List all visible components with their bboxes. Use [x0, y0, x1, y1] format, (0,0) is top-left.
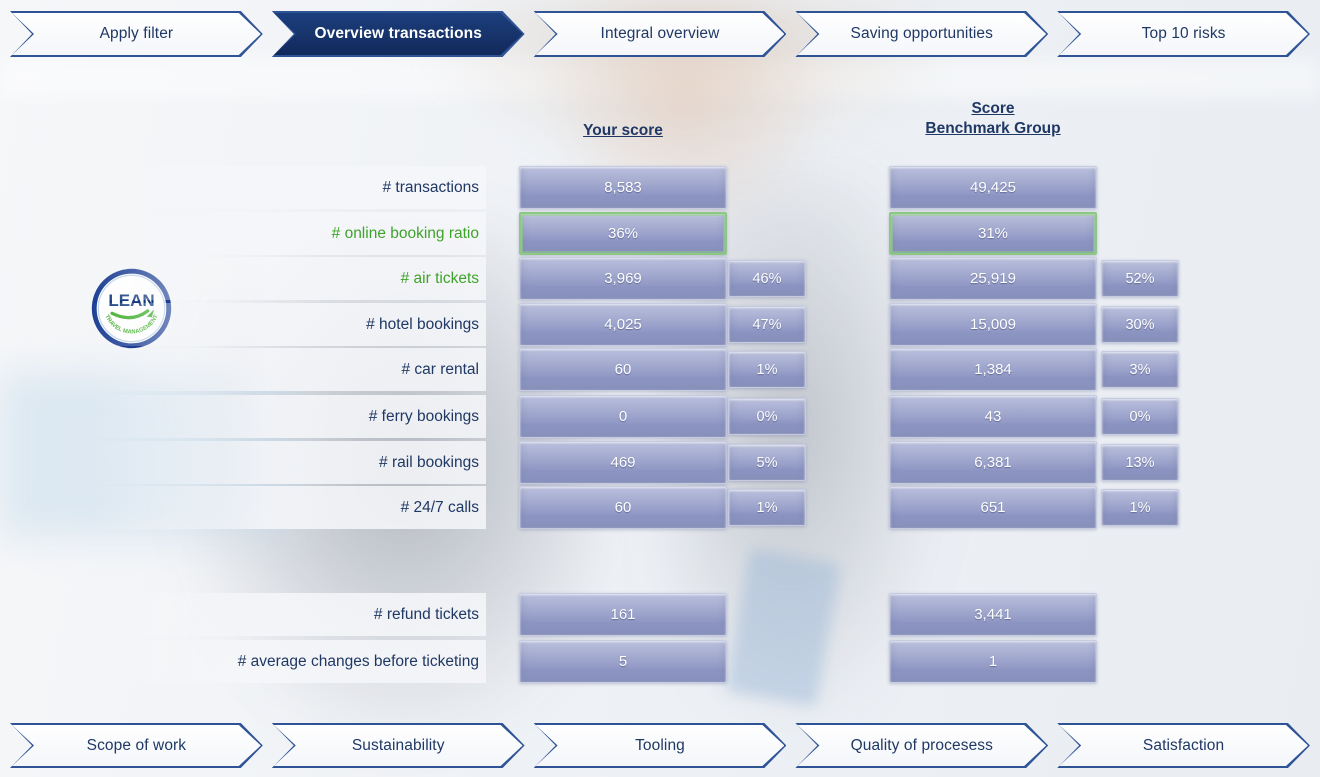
benchmark-share-bar[interactable]: 3%: [1101, 351, 1179, 388]
metric-row-car-rental: # car rental 60 1% 1,384 3%: [0, 348, 1320, 391]
metric-row-air-tickets: # air tickets 3,969 46% 25,919 52%: [0, 257, 1320, 300]
your-score-bar[interactable]: 469: [519, 441, 727, 484]
tab-label: Scope of work: [86, 736, 187, 754]
metric-row-transactions: # transactions 8,583 49,425: [0, 166, 1320, 209]
tab-label: Overview transactions: [314, 25, 482, 42]
benchmark-bar[interactable]: 1,384: [889, 348, 1097, 391]
benchmark-header-line1: Score: [971, 100, 1015, 117]
top-nav: Apply filter Overview transactions Integ…: [0, 11, 1320, 57]
metric-label: # refund tickets: [90, 593, 486, 636]
benchmark-header-line2: Benchmark Group: [925, 120, 1061, 137]
tab-label: Satisfaction: [1142, 736, 1225, 754]
chevron-fill: [797, 725, 1046, 766]
metric-row-refund-tickets: # refund tickets 161 3,441: [0, 593, 1320, 636]
benchmark-bar[interactable]: 25,919: [889, 257, 1097, 300]
metric-label: # average changes before ticketing: [90, 640, 486, 683]
tab-sustainability[interactable]: Sustainability: [272, 723, 525, 768]
metric-row-online-booking-ratio: # online booking ratio 36% 31%: [0, 212, 1320, 255]
tab-quality-of-procesess[interactable]: Quality of procesess: [795, 723, 1048, 768]
chevron-fill: [274, 725, 523, 766]
benchmark-bar[interactable]: 1: [889, 640, 1097, 683]
metric-label: # car rental: [90, 348, 486, 391]
chevron-fill: [274, 13, 523, 55]
tab-label: Integral overview: [600, 25, 720, 42]
metric-row-247-calls: # 24/7 calls 60 1% 651 1%: [0, 486, 1320, 529]
metric-row-ferry-bookings: # ferry bookings 0 0% 43 0%: [0, 395, 1320, 438]
your-share-bar[interactable]: 46%: [728, 260, 806, 297]
metric-label: # transactions: [90, 166, 486, 209]
benchmark-bar[interactable]: 6,381: [889, 441, 1097, 484]
your-share-bar[interactable]: 1%: [728, 351, 806, 388]
chevron-fill: [12, 13, 261, 55]
tab-apply-filter[interactable]: Apply filter: [10, 11, 263, 57]
tab-label: Top 10 risks: [1141, 25, 1226, 42]
column-header-your-score: Your score: [583, 122, 663, 139]
your-score-bar[interactable]: 8,583: [519, 166, 727, 209]
metric-label: # 24/7 calls: [90, 486, 486, 529]
benchmark-share-bar[interactable]: 13%: [1101, 444, 1179, 481]
metric-label: # online booking ratio: [90, 212, 486, 255]
your-score-bar[interactable]: 36%: [519, 212, 727, 255]
benchmark-share-bar[interactable]: 0%: [1101, 398, 1179, 435]
metric-label: # rail bookings: [90, 441, 486, 484]
metric-label: # ferry bookings: [90, 395, 486, 438]
tab-scope-of-work[interactable]: Scope of work: [10, 723, 263, 768]
your-share-bar[interactable]: 0%: [728, 398, 806, 435]
benchmark-bar[interactable]: 15,009: [889, 303, 1097, 346]
metric-label: # hotel bookings: [90, 303, 486, 346]
your-score-bar[interactable]: 5: [519, 640, 727, 683]
chevron-fill: [797, 13, 1046, 55]
tab-overview-transactions[interactable]: Overview transactions: [272, 11, 525, 57]
benchmark-bar[interactable]: 43: [889, 395, 1097, 438]
tab-label: Tooling: [635, 736, 685, 754]
tab-tooling[interactable]: Tooling: [534, 723, 787, 768]
chevron-fill: [1059, 725, 1308, 766]
metric-row-rail-bookings: # rail bookings 469 5% 6,381 13%: [0, 441, 1320, 484]
tab-label: Quality of procesess: [850, 736, 993, 754]
your-score-bar[interactable]: 60: [519, 348, 727, 391]
your-score-bar[interactable]: 0: [519, 395, 727, 438]
tab-saving-opportunities[interactable]: Saving opportunities: [795, 11, 1048, 57]
tab-satisfaction[interactable]: Satisfaction: [1057, 723, 1310, 768]
metric-row-hotel-bookings: # hotel bookings 4,025 47% 15,009 30%: [0, 303, 1320, 346]
benchmark-share-bar[interactable]: 52%: [1101, 260, 1179, 297]
benchmark-bar[interactable]: 31%: [889, 212, 1097, 255]
tab-integral-overview[interactable]: Integral overview: [534, 11, 787, 57]
your-score-bar[interactable]: 4,025: [519, 303, 727, 346]
benchmark-bar[interactable]: 3,441: [889, 593, 1097, 636]
benchmark-bar[interactable]: 651: [889, 486, 1097, 529]
tab-label: Saving opportunities: [850, 25, 994, 42]
column-header-benchmark: Score Benchmark Group: [889, 99, 1097, 139]
chevron-fill: [1059, 13, 1308, 55]
chevron-fill: [536, 13, 785, 55]
your-score-bar[interactable]: 3,969: [519, 257, 727, 300]
your-score-bar[interactable]: 161: [519, 593, 727, 636]
tab-top-10-risks[interactable]: Top 10 risks: [1057, 11, 1310, 57]
chevron-fill: [12, 725, 261, 766]
your-score-bar[interactable]: 60: [519, 486, 727, 529]
tab-label: Apply filter: [99, 25, 174, 42]
your-share-bar[interactable]: 47%: [728, 306, 806, 343]
bottom-nav: Scope of work Sustainability Tooling Qua…: [0, 723, 1320, 768]
metric-label: # air tickets: [90, 257, 486, 300]
your-share-bar[interactable]: 5%: [728, 444, 806, 481]
benchmark-share-bar[interactable]: 30%: [1101, 306, 1179, 343]
benchmark-share-bar[interactable]: 1%: [1101, 489, 1179, 526]
your-share-bar[interactable]: 1%: [728, 489, 806, 526]
tab-label: Sustainability: [351, 736, 445, 754]
benchmark-bar[interactable]: 49,425: [889, 166, 1097, 209]
chevron-fill: [536, 725, 785, 766]
metric-row-average-changes: # average changes before ticketing 5 1: [0, 640, 1320, 683]
